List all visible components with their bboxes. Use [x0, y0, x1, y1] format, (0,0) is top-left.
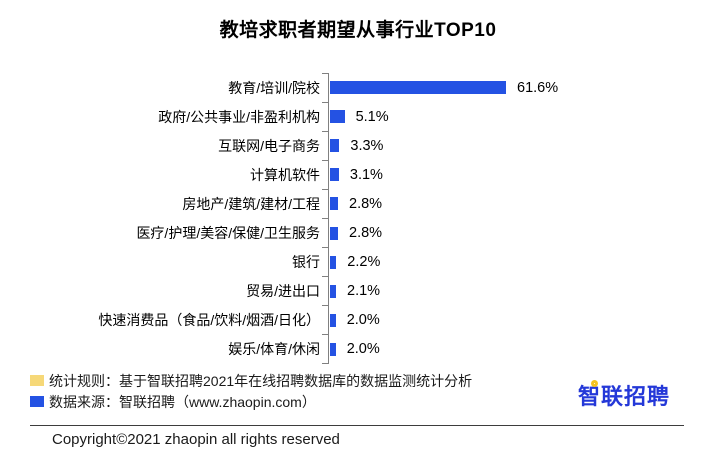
bar-row: 娱乐/体育/休闲 2.0%: [0, 334, 716, 365]
category-label: 娱乐/体育/休闲: [228, 341, 320, 358]
bar-row: 快速消费品（食品/饮料/烟酒/日化） 2.0%: [0, 305, 716, 335]
bar-row: 医疗/护理/美容/保健/卫生服务 2.8%: [0, 217, 716, 247]
bar-zone: 2.8%: [328, 218, 382, 247]
note-statistics-rule: 统计规则：基于智联招聘2021年在线招聘数据库的数据监测统计分析: [30, 371, 472, 392]
bar-row: 政府/公共事业/非盈利机构 5.1%: [0, 101, 716, 131]
note-data-source: 数据来源：智联招聘（www.zhaopin.com）: [30, 392, 472, 413]
bar-chart: 教育/培训/院校 61.6% 政府/公共事业/非盈利机构 5.1% 互联网/电子…: [0, 72, 716, 365]
bar: [330, 110, 345, 124]
bar: [330, 139, 340, 153]
note-text: 统计规则：基于智联招聘2021年在线招聘数据库的数据监测统计分析: [49, 373, 473, 389]
bar: [330, 168, 339, 182]
value-label: 3.3%: [350, 137, 384, 154]
bar-row: 房地产/建筑/建材/工程 2.8%: [0, 188, 716, 218]
bar-row: 银行 2.2%: [0, 247, 716, 277]
bar-zone: 2.0%: [328, 335, 380, 364]
bar-zone: 5.1%: [328, 102, 389, 131]
yellow-square-icon: [30, 375, 44, 386]
bar: [330, 284, 336, 298]
copyright-text: Copyright©2021 zhaopin all rights reserv…: [52, 431, 340, 448]
category-label: 计算机软件: [250, 166, 320, 183]
category-label: 政府/公共事业/非盈利机构: [158, 108, 320, 125]
logo-text: 智联招聘: [578, 384, 671, 409]
value-label: 2.0%: [346, 312, 380, 329]
value-label: 2.2%: [347, 254, 381, 271]
value-label: 5.1%: [355, 108, 389, 125]
category-label: 医疗/护理/美容/保健/卫生服务: [136, 225, 320, 242]
value-label: 3.1%: [349, 166, 383, 183]
value-label: 2.1%: [347, 283, 381, 300]
bar-row: 教育/培训/院校 61.6%: [0, 72, 716, 102]
footer-notes: 统计规则：基于智联招聘2021年在线招聘数据库的数据监测统计分析 数据来源：智联…: [30, 371, 472, 413]
category-label: 银行: [292, 254, 320, 271]
logo-yellow-ring-icon: [591, 380, 598, 387]
footer-divider: [30, 425, 684, 426]
bar-zone: 2.8%: [328, 189, 382, 218]
blue-square-icon: [30, 396, 44, 407]
bar-row: 计算机软件 3.1%: [0, 159, 716, 189]
bar-row: 互联网/电子商务 3.3%: [0, 130, 716, 160]
category-label: 房地产/建筑/建材/工程: [182, 195, 320, 212]
bar-zone: 3.1%: [328, 160, 383, 189]
bar-zone: 3.3%: [328, 131, 383, 160]
bar: [330, 226, 338, 240]
category-label: 互联网/电子商务: [218, 137, 320, 154]
bar: [330, 313, 336, 327]
value-label: 2.8%: [349, 195, 383, 212]
bar-zone: 2.2%: [328, 248, 380, 277]
category-label: 教育/培训/院校: [228, 79, 320, 96]
category-label: 快速消费品（食品/饮料/烟酒/日化）: [98, 312, 320, 329]
zhaopin-logo: 智联招聘: [578, 379, 670, 411]
bar-row: 贸易/进出口 2.1%: [0, 276, 716, 306]
bar: [330, 255, 337, 269]
value-label: 2.8%: [349, 225, 383, 242]
value-label: 61.6%: [517, 79, 559, 96]
bar-zone: 61.6%: [328, 73, 558, 102]
bar-zone: 2.1%: [328, 277, 380, 306]
page-title: 教培求职者期望从事行业TOP10: [219, 20, 497, 41]
bar: [330, 342, 336, 356]
bar: [330, 197, 338, 211]
category-label: 贸易/进出口: [246, 283, 320, 300]
y-axis-line: [328, 73, 329, 364]
bar: [330, 81, 506, 95]
bar-rows: 教育/培训/院校 61.6% 政府/公共事业/非盈利机构 5.1% 互联网/电子…: [0, 72, 716, 365]
bar-zone: 2.0%: [328, 306, 380, 335]
note-text: 数据来源：智联招聘（www.zhaopin.com）: [49, 394, 316, 410]
value-label: 2.0%: [346, 341, 380, 358]
